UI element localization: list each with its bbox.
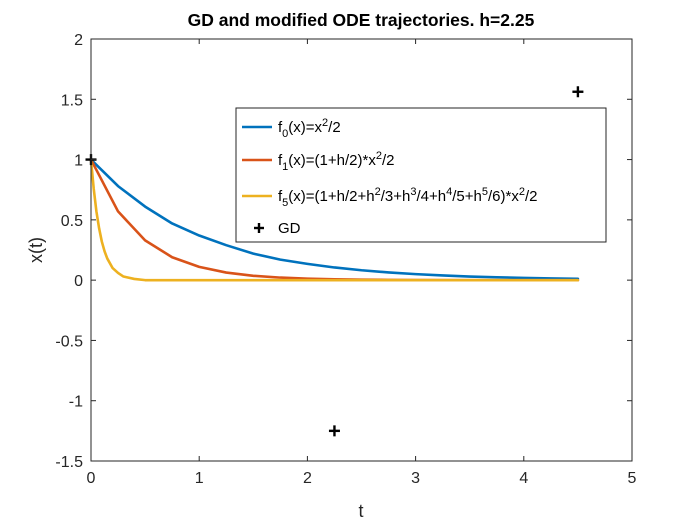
legend: f0(x)=x2/2f1(x)=(1+h/2)*x2/2f5(x)=(1+h/2…	[235, 107, 607, 243]
legend-label-part: f	[278, 188, 283, 205]
x-tick-label: 3	[411, 470, 420, 487]
axes-layer: 0 1 2 3 4 5 -1.5 -1 -0.5 0 0.5 1 1.5 2	[55, 32, 636, 487]
legend-label-part: 5	[282, 197, 288, 209]
legend-label-part: 2	[376, 150, 382, 162]
series-line-f5	[89, 158, 580, 282]
gd-point-marker	[572, 86, 584, 98]
chart-title: GD and modified ODE trajectories. h=2.25	[188, 10, 535, 30]
x-tick-label: 2	[303, 470, 312, 487]
legend-label-part: (x)=x	[288, 119, 322, 136]
legend-label-part: /2	[382, 152, 395, 169]
series-layer	[85, 86, 584, 437]
legend-label-part: /2	[525, 188, 538, 205]
legend-label-part: (x)=(1+h/2+h	[288, 188, 374, 205]
legend-label-part: 2	[519, 186, 525, 198]
legend-label-part: 2	[375, 186, 381, 198]
legend-box	[235, 107, 607, 243]
legend-label-part: /4+h	[416, 188, 446, 205]
x-tick-label: 5	[628, 470, 637, 487]
legend-label-part: f	[278, 119, 283, 136]
x-tick-label: 4	[519, 470, 528, 487]
gd-point-marker	[328, 425, 340, 437]
legend-label-part: /5+h	[452, 188, 482, 205]
x-tick-label: 0	[87, 470, 96, 487]
series-line-f0	[89, 158, 580, 281]
y-tick-label: 1	[74, 153, 83, 170]
legend-label-part: 5	[482, 186, 488, 198]
legend-label-part: /2	[328, 119, 341, 136]
y-tick-label: 2	[74, 32, 83, 49]
y-axis-label: x(t)	[26, 237, 46, 263]
legend-label-GD: GD	[278, 220, 301, 237]
legend-label-part: /3+h	[381, 188, 411, 205]
y-tick-label: 0.5	[61, 213, 83, 230]
legend-label-part: 4	[446, 186, 452, 198]
axes-box	[90, 38, 633, 462]
y-tick-label: 0	[74, 273, 83, 290]
y-tick-label: -1	[69, 394, 83, 411]
y-tick-label: 1.5	[61, 92, 83, 109]
legend-label-part: f	[278, 152, 283, 169]
plot-area	[91, 39, 632, 461]
legend-label-part: (x)=(1+h/2)*x	[288, 152, 376, 169]
x-axis-label: t	[358, 501, 363, 521]
y-tick-label: -1.5	[55, 454, 83, 471]
legend-label-part: 0	[282, 128, 288, 140]
y-tick-label: -0.5	[55, 333, 83, 350]
legend-label-part: /6)*x	[488, 188, 519, 205]
x-tick-label: 1	[195, 470, 204, 487]
legend-label-part: 3	[410, 186, 416, 198]
legend-label-f5: f5(x)=(1+h/2+h2/3+h3/4+h4/5+h5/6)*x2/2	[278, 186, 537, 209]
legend-label-f1: f1(x)=(1+h/2)*x2/2	[278, 150, 394, 173]
legend-label-f0: f0(x)=x2/2	[278, 117, 341, 140]
legend-label-part: 2	[322, 117, 328, 129]
legend-label-part: GD	[278, 220, 301, 237]
legend-label-part: 1	[282, 161, 288, 173]
